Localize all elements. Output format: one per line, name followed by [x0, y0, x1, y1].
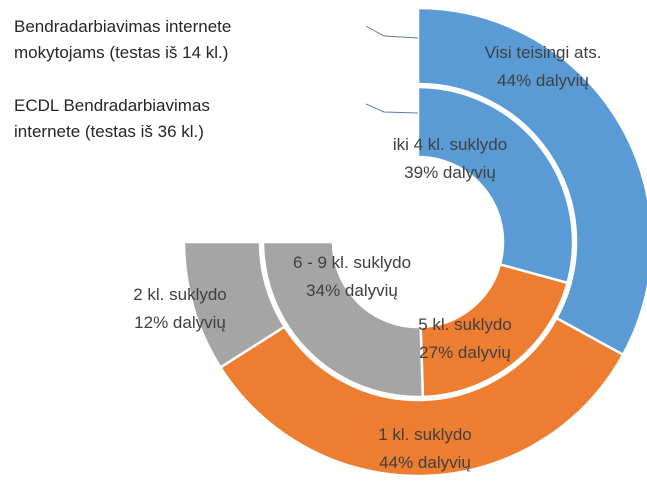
- rings: [182, 6, 647, 478]
- segment: [419, 262, 570, 399]
- leader-line: [365, 103, 419, 114]
- data-label: 34% dalyvių: [306, 281, 398, 300]
- series-name: ECDL Bendradarbiavimas internete (testas…: [14, 96, 210, 141]
- leader-line: [365, 25, 419, 39]
- segment: [182, 240, 287, 370]
- category-label: iki 4 kl. suklydo: [393, 135, 507, 154]
- data-label: 12% dalyvių: [134, 313, 226, 332]
- category-label: 2 kl. suklydo: [133, 285, 227, 304]
- category-label: 1 kl. suklydo: [378, 425, 472, 444]
- category-label: 5 kl. suklydo: [418, 315, 512, 334]
- segment: [416, 85, 575, 285]
- data-label: 44% dalyvių: [497, 71, 589, 90]
- category-label: 6 - 9 kl. suklydo: [293, 253, 411, 272]
- series-name: Bendradarbiavimas internete mokytojams (…: [14, 17, 232, 62]
- segment: [218, 316, 625, 478]
- category-label: Visi teisingi ats.: [485, 43, 602, 62]
- data-label: 44% dalyvių: [379, 453, 471, 472]
- segment: [261, 240, 425, 399]
- data-label: 27% dalyvių: [419, 343, 511, 362]
- segment: [416, 6, 647, 357]
- data-label: 39% dalyvių: [404, 163, 496, 182]
